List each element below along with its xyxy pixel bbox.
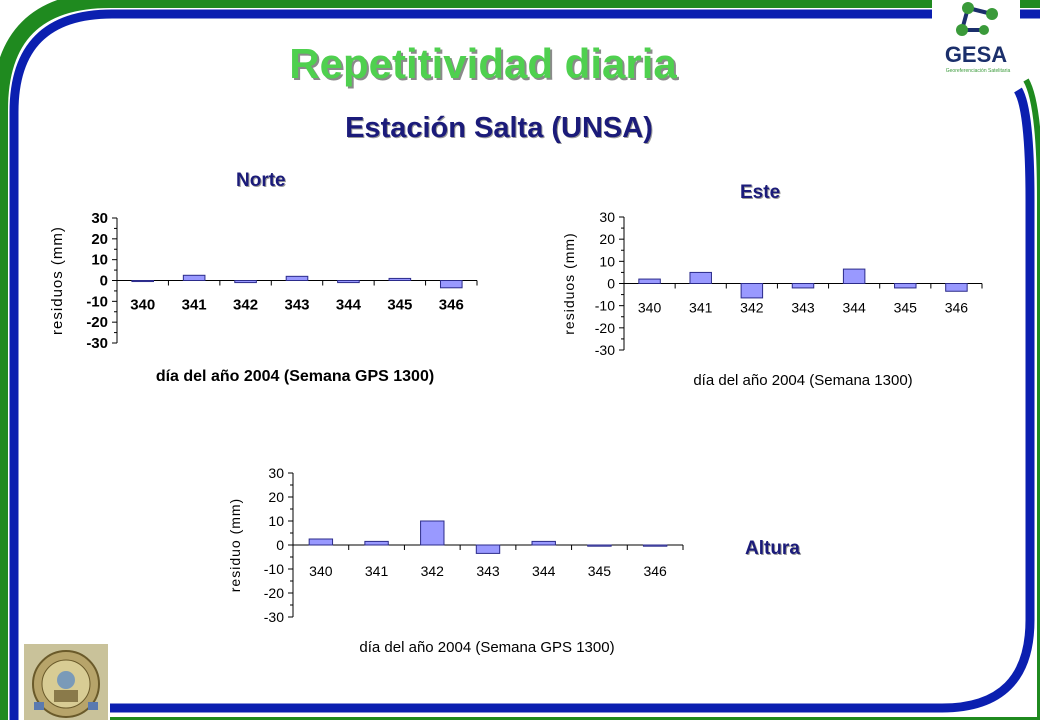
- y-tick-label-este: -20: [595, 320, 615, 336]
- bar-este-345: [894, 283, 917, 289]
- x-tick-label-altura: 340: [309, 563, 333, 579]
- x-tick-label-norte: 343: [284, 297, 309, 314]
- bar-altura-343: [475, 544, 501, 554]
- bar-este-344: [842, 268, 866, 285]
- university-seal: [24, 644, 108, 720]
- bar-altura-340: [308, 538, 334, 546]
- y-tick-label-norte: 10: [91, 252, 108, 269]
- x-tick-label-este: 343: [791, 300, 815, 316]
- y-tick-label-norte: -30: [86, 335, 108, 352]
- y-tick-label-este: -30: [595, 342, 615, 358]
- gesa-logo-tagline: Georeferenciación Satelitaria: [946, 68, 1011, 74]
- bar-norte-341: [182, 274, 206, 281]
- y-tick-label-altura: 20: [268, 489, 284, 505]
- gesa-logo-text: GESA: [945, 42, 1007, 67]
- chart-title-norte: Norte: [236, 170, 286, 191]
- x-tick-label-este: 341: [689, 300, 713, 316]
- x-axis-label-este: día del año 2004 (Semana 1300): [693, 372, 912, 389]
- y-tick-label-altura: -30: [264, 609, 284, 625]
- bar-altura-341: [364, 540, 389, 546]
- seal-emblem-icon: [24, 644, 108, 720]
- x-tick-label-norte: 346: [439, 297, 464, 314]
- bar-norte-343: [285, 275, 309, 282]
- slide-title: Repetitividad diaria: [289, 40, 677, 87]
- bar-este-342: [740, 283, 764, 299]
- bar-norte-346: [439, 280, 463, 289]
- y-tick-label-este: 30: [599, 209, 615, 225]
- slide-subtitle: Estación Salta (UNSA): [345, 112, 653, 144]
- y-tick-label-norte: 20: [91, 231, 108, 248]
- y-tick-label-altura: -10: [264, 561, 284, 577]
- bar-este-346: [945, 283, 968, 292]
- y-tick-label-norte: -10: [86, 293, 108, 310]
- y-tick-label-altura: -20: [264, 585, 284, 601]
- x-axis-label-norte: día del año 2004 (Semana GPS 1300): [156, 368, 434, 385]
- x-tick-label-altura: 342: [421, 563, 445, 579]
- bar-norte-345: [388, 277, 412, 281]
- y-axis-label-norte: residuos (mm): [49, 226, 66, 335]
- x-tick-label-norte: 345: [387, 297, 412, 314]
- bar-este-343: [791, 283, 815, 289]
- y-axis-label-este: residuos (mm): [561, 232, 577, 334]
- x-tick-label-este: 340: [638, 300, 662, 316]
- x-tick-label-altura: 341: [365, 563, 389, 579]
- y-tick-label-altura: 10: [268, 513, 284, 529]
- y-tick-label-norte: 0: [100, 273, 108, 290]
- bar-este-341: [689, 271, 712, 284]
- x-tick-label-este: 342: [740, 300, 764, 316]
- y-tick-label-este: 0: [607, 276, 615, 292]
- bar-norte-344: [337, 280, 360, 284]
- chart-title-altura: Altura: [745, 538, 800, 559]
- bar-norte-342: [234, 280, 257, 284]
- x-tick-label-este: 345: [894, 300, 918, 316]
- chart-title-este: Este: [740, 182, 781, 203]
- bar-altura-346: [642, 544, 668, 547]
- y-tick-label-este: 10: [599, 253, 615, 269]
- x-tick-label-este: 346: [945, 300, 969, 316]
- bar-altura-342: [420, 520, 445, 546]
- gesa-network-icon: GESA Georeferenciación Satelitaria: [945, 2, 1011, 74]
- x-tick-label-norte: 340: [130, 297, 155, 314]
- x-tick-label-altura: 346: [643, 563, 667, 579]
- x-tick-label-altura: 345: [588, 563, 612, 579]
- bar-altura-345: [587, 544, 612, 547]
- y-tick-label-norte: -20: [86, 314, 108, 331]
- y-tick-label-este: -10: [595, 298, 615, 314]
- x-tick-label-altura: 344: [532, 563, 556, 579]
- y-axis-label-altura: residuo (mm): [227, 498, 243, 592]
- y-tick-label-norte: 30: [91, 210, 108, 227]
- y-tick-label-este: 20: [599, 231, 615, 247]
- bar-altura-344: [531, 540, 556, 546]
- bar-norte-340: [131, 280, 155, 283]
- x-axis-label-altura: día del año 2004 (Semana GPS 1300): [359, 639, 614, 656]
- x-tick-label-norte: 344: [336, 297, 362, 314]
- y-tick-label-altura: 30: [268, 465, 284, 481]
- gesa-logo: GESA Georeferenciación Satelitaria: [932, 0, 1020, 78]
- x-tick-label-norte: 341: [182, 297, 207, 314]
- bar-este-340: [638, 278, 661, 285]
- x-tick-label-este: 344: [842, 300, 866, 316]
- x-tick-label-norte: 342: [233, 297, 258, 314]
- y-tick-label-altura: 0: [276, 537, 284, 553]
- x-tick-label-altura: 343: [476, 563, 500, 579]
